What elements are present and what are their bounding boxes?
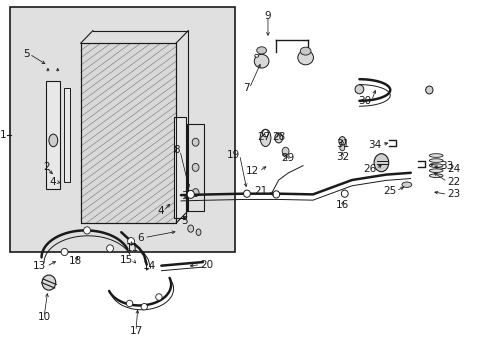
Text: 1: 1: [0, 130, 6, 140]
Bar: [81, 43, 176, 223]
Ellipse shape: [428, 159, 442, 162]
Text: 11: 11: [125, 243, 139, 253]
Text: 30: 30: [358, 96, 371, 106]
Text: 23: 23: [447, 189, 460, 199]
Bar: [187, 124, 204, 211]
Ellipse shape: [262, 130, 268, 137]
Text: 24: 24: [447, 164, 460, 174]
Ellipse shape: [254, 54, 258, 57]
Text: 28: 28: [271, 132, 285, 142]
Text: 3: 3: [181, 191, 188, 201]
Ellipse shape: [373, 154, 388, 172]
Ellipse shape: [272, 191, 279, 198]
Ellipse shape: [300, 47, 310, 55]
Text: 16: 16: [335, 200, 348, 210]
Text: 9: 9: [264, 11, 271, 21]
Ellipse shape: [338, 136, 345, 145]
Ellipse shape: [83, 227, 90, 234]
Ellipse shape: [428, 164, 442, 167]
Ellipse shape: [61, 248, 68, 256]
Ellipse shape: [425, 86, 432, 94]
Text: 5: 5: [22, 49, 29, 59]
Text: 20: 20: [200, 260, 213, 270]
Text: 8: 8: [173, 145, 180, 156]
Text: 21: 21: [254, 186, 267, 196]
Ellipse shape: [243, 190, 250, 197]
Ellipse shape: [155, 294, 162, 300]
Ellipse shape: [126, 300, 132, 307]
Text: 31: 31: [335, 139, 348, 149]
Ellipse shape: [339, 144, 344, 151]
Ellipse shape: [256, 47, 266, 54]
Text: 2: 2: [43, 162, 50, 172]
Text: 10: 10: [38, 312, 50, 322]
Text: 4: 4: [157, 206, 163, 216]
Ellipse shape: [341, 190, 347, 197]
Bar: [173, 117, 185, 218]
Ellipse shape: [354, 85, 363, 94]
Text: 5: 5: [181, 216, 188, 226]
Ellipse shape: [401, 182, 411, 187]
Ellipse shape: [127, 238, 134, 245]
Text: 12: 12: [245, 166, 259, 176]
Text: 14: 14: [142, 261, 156, 271]
Text: 34: 34: [367, 140, 381, 150]
Ellipse shape: [192, 189, 199, 197]
Ellipse shape: [42, 275, 56, 290]
Bar: [46, 81, 60, 189]
Ellipse shape: [196, 229, 201, 235]
Ellipse shape: [192, 163, 199, 171]
Bar: [10, 7, 234, 252]
Ellipse shape: [186, 190, 194, 198]
Text: 33: 33: [439, 161, 452, 171]
Text: 29: 29: [280, 153, 294, 163]
Ellipse shape: [428, 174, 442, 177]
Ellipse shape: [106, 245, 113, 252]
Ellipse shape: [428, 154, 442, 157]
Text: 13: 13: [33, 261, 46, 271]
Bar: [64, 88, 70, 182]
Text: 27: 27: [257, 132, 270, 142]
Ellipse shape: [192, 138, 199, 146]
Text: 4: 4: [49, 177, 56, 187]
Text: 25: 25: [382, 186, 395, 196]
Ellipse shape: [282, 147, 288, 155]
Ellipse shape: [297, 50, 313, 65]
Ellipse shape: [254, 54, 268, 68]
Text: 18: 18: [69, 256, 82, 266]
Text: 26: 26: [363, 164, 376, 174]
Ellipse shape: [49, 134, 58, 147]
Ellipse shape: [141, 303, 147, 310]
Ellipse shape: [260, 129, 270, 147]
Ellipse shape: [274, 133, 282, 143]
Text: 22: 22: [447, 177, 460, 187]
Text: 19: 19: [226, 150, 239, 160]
Text: 15: 15: [120, 255, 133, 265]
Text: 6: 6: [137, 233, 144, 243]
Text: 32: 32: [335, 152, 348, 162]
Ellipse shape: [187, 225, 193, 232]
Ellipse shape: [428, 169, 442, 172]
Text: 17: 17: [129, 326, 142, 336]
Text: 7: 7: [242, 83, 249, 93]
